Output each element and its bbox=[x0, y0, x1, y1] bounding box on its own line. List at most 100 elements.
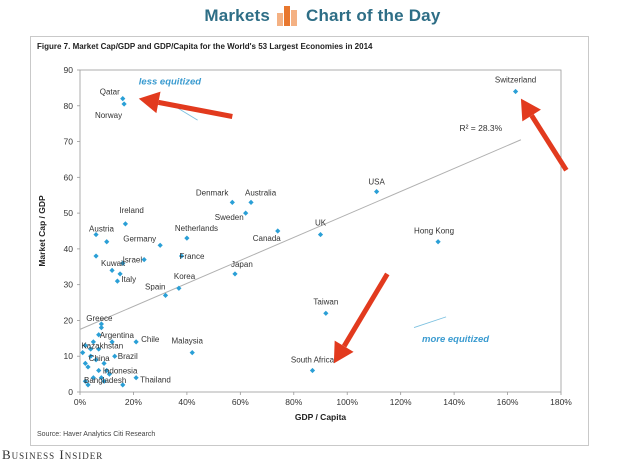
red-arrow-head bbox=[333, 340, 354, 364]
data-point-bangladesh bbox=[85, 382, 91, 388]
y-tick-label: 50 bbox=[64, 208, 74, 218]
point-label-austria: Austria bbox=[89, 225, 114, 234]
data-point bbox=[90, 375, 96, 381]
data-point bbox=[101, 378, 107, 384]
x-tick-label: 100% bbox=[336, 397, 358, 407]
red-arrow-head bbox=[520, 98, 541, 122]
bar-chart-logo-icon bbox=[277, 6, 297, 26]
data-point-italy bbox=[114, 278, 121, 284]
data-point bbox=[98, 375, 104, 381]
point-label-ireland: Ireland bbox=[119, 206, 143, 215]
point-label-korea: Korea bbox=[174, 272, 196, 281]
data-point bbox=[96, 346, 102, 352]
data-point bbox=[90, 339, 96, 345]
x-tick-label: 60% bbox=[232, 397, 249, 407]
point-label-australia: Australia bbox=[245, 188, 277, 197]
point-label-taiwan: Taiwan bbox=[313, 297, 338, 306]
data-point bbox=[80, 350, 86, 356]
data-point-taiwan bbox=[323, 310, 329, 316]
point-label-bangladesh: Bangladesh bbox=[84, 376, 126, 385]
red-arrow-head bbox=[138, 91, 161, 114]
point-label-france: France bbox=[180, 252, 205, 261]
point-label-israel: Israel bbox=[123, 256, 143, 265]
data-point bbox=[120, 382, 126, 388]
data-point-sweden bbox=[243, 210, 249, 216]
data-point-usa bbox=[374, 189, 380, 195]
figure-title: Figure 7. Market Cap/GDP and GDP/Capita … bbox=[37, 42, 373, 51]
point-label-switzerland: Switzerland bbox=[495, 75, 536, 84]
data-point-chile bbox=[133, 339, 139, 345]
point-label-indonesia: Indonesia bbox=[103, 367, 138, 376]
point-label-kazakhstan: Kazakhstan bbox=[81, 341, 123, 350]
red-arrow bbox=[138, 91, 233, 119]
x-tick-label: 80% bbox=[285, 397, 302, 407]
business-insider-wordmark: Business Insider bbox=[2, 447, 104, 462]
header-markets-text: Markets bbox=[204, 6, 270, 25]
data-point-denmark bbox=[229, 199, 235, 205]
point-label-south-africa: South Africa bbox=[291, 356, 335, 365]
data-point-indonesia bbox=[96, 367, 102, 374]
data-point-austria bbox=[93, 231, 99, 238]
point-label-hong-kong: Hong Kong bbox=[414, 227, 454, 236]
point-label-greece: Greece bbox=[86, 314, 113, 323]
data-point-kazakhstan bbox=[82, 342, 88, 349]
trendline bbox=[79, 139, 522, 330]
point-label-chile: Chile bbox=[141, 335, 160, 344]
data-point bbox=[109, 267, 115, 273]
data-point bbox=[98, 325, 104, 331]
red-arrow bbox=[333, 272, 390, 364]
data-point-qatar bbox=[120, 96, 126, 102]
point-label-netherlands: Netherlands bbox=[175, 224, 218, 233]
data-point bbox=[109, 339, 115, 345]
point-label-kuwait: Kuwait bbox=[101, 259, 126, 268]
x-tick-label: 180% bbox=[550, 397, 572, 407]
point-label-norway: Norway bbox=[95, 111, 122, 120]
point-label-italy: Italy bbox=[121, 275, 136, 284]
point-label-malaysia: Malaysia bbox=[171, 337, 203, 346]
point-label-china: China bbox=[89, 354, 110, 363]
y-tick-label: 0 bbox=[68, 387, 73, 397]
point-label-qatar: Qatar bbox=[100, 88, 120, 97]
y-tick-label: 70 bbox=[64, 137, 74, 147]
data-point-australia bbox=[248, 199, 254, 205]
x-tick-label: 120% bbox=[390, 397, 412, 407]
data-point bbox=[104, 239, 110, 245]
data-point-germany bbox=[157, 242, 163, 248]
data-point-thailand bbox=[133, 375, 139, 381]
scatter-chart: 0% 20% 40% 60% 80% 100% 120% 140% 160% 180% 0 10 20 3… bbox=[37, 65, 572, 422]
y-tick-label: 60 bbox=[64, 172, 74, 182]
data-point-brazil bbox=[112, 353, 118, 359]
r-squared-label: R² = 28.3% bbox=[459, 123, 502, 133]
y-tick-label: 40 bbox=[64, 244, 74, 254]
chart-of-the-day-header: Markets Chart of the Day bbox=[0, 0, 620, 36]
data-point bbox=[101, 360, 107, 366]
data-point-korea bbox=[176, 285, 182, 291]
x-tick-label: 160% bbox=[497, 397, 519, 407]
red-arrow-shaft bbox=[157, 99, 233, 119]
data-point-malaysia bbox=[189, 350, 195, 356]
point-label-denmark: Denmark bbox=[196, 188, 229, 197]
data-point-canada bbox=[275, 228, 281, 234]
data-point-spain bbox=[162, 292, 169, 298]
point-label-thailand: Thailand bbox=[140, 376, 171, 385]
x-tick-label: 140% bbox=[443, 397, 465, 407]
point-label-uk: UK bbox=[315, 219, 327, 228]
point-label-sweden: Sweden bbox=[215, 213, 244, 222]
data-point-japan bbox=[232, 271, 238, 277]
y-tick-label: 90 bbox=[64, 65, 74, 75]
annotation-text: more equitized bbox=[422, 334, 489, 345]
red-arrow-shaft bbox=[341, 272, 390, 348]
data-point-greece bbox=[98, 321, 104, 327]
data-point bbox=[104, 367, 110, 374]
x-tick-label: 40% bbox=[178, 397, 195, 407]
annotation-text: less equitized bbox=[139, 76, 201, 87]
plot-frame bbox=[79, 69, 562, 393]
data-point bbox=[117, 271, 123, 277]
point-label-canada: Canada bbox=[253, 234, 282, 243]
point-label-germany: Germany bbox=[123, 234, 156, 243]
data-point-ireland bbox=[122, 221, 129, 227]
data-point bbox=[82, 360, 88, 366]
data-point-uk bbox=[317, 231, 324, 238]
figure-panel: 0% 20% 40% 60% 80% 100% 120% 140% 160% 180% 0 10 20 3… bbox=[30, 36, 589, 446]
x-tick-label: 20% bbox=[125, 397, 142, 407]
